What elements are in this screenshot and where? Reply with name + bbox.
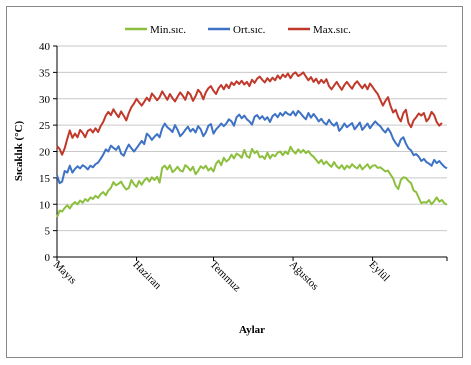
y-tick-label: 15: [39, 173, 51, 185]
series-line-avg: [56, 109, 448, 185]
x-tick-label: Temmuz: [207, 259, 243, 295]
y-tick-label: 20: [39, 147, 51, 159]
axes: [53, 45, 448, 261]
y-axis-title: Sıcaklık (°C): [13, 121, 25, 182]
legend-label: Ort.sıc.: [233, 24, 266, 36]
series-lines: [56, 71, 448, 218]
x-tick-label: Mayıs: [51, 259, 79, 287]
y-tick-label: 5: [45, 226, 51, 238]
y-tick-label: 40: [39, 41, 51, 53]
x-axis-title: Aylar: [239, 324, 265, 336]
legend: Min.sıc. Ort.sıc. Max.sıc.: [125, 24, 351, 36]
x-tick-label: Ağustos: [287, 259, 321, 293]
y-tick-labels: 0 5 10 15 20 25 30 35 40: [39, 41, 51, 264]
y-tick-label: 10: [39, 199, 51, 211]
chart-frame: [6, 6, 463, 358]
y-tick-label: 30: [39, 94, 51, 106]
x-tick-label: Haziran: [130, 259, 163, 292]
y-tick-label: 0: [45, 252, 51, 264]
x-tick-labels: Mayıs Haziran Temmuz Ağustos Eylül: [51, 259, 392, 295]
legend-label: Min.sıc.: [150, 24, 186, 36]
series-line-min: [56, 145, 448, 218]
legend-label: Max.sıc.: [313, 24, 351, 36]
y-tick-label: 35: [39, 67, 51, 79]
series-line-max: [56, 71, 443, 156]
gridlines: [57, 45, 447, 232]
y-tick-label: 25: [39, 120, 51, 132]
x-tick-label: Eylül: [366, 259, 391, 284]
